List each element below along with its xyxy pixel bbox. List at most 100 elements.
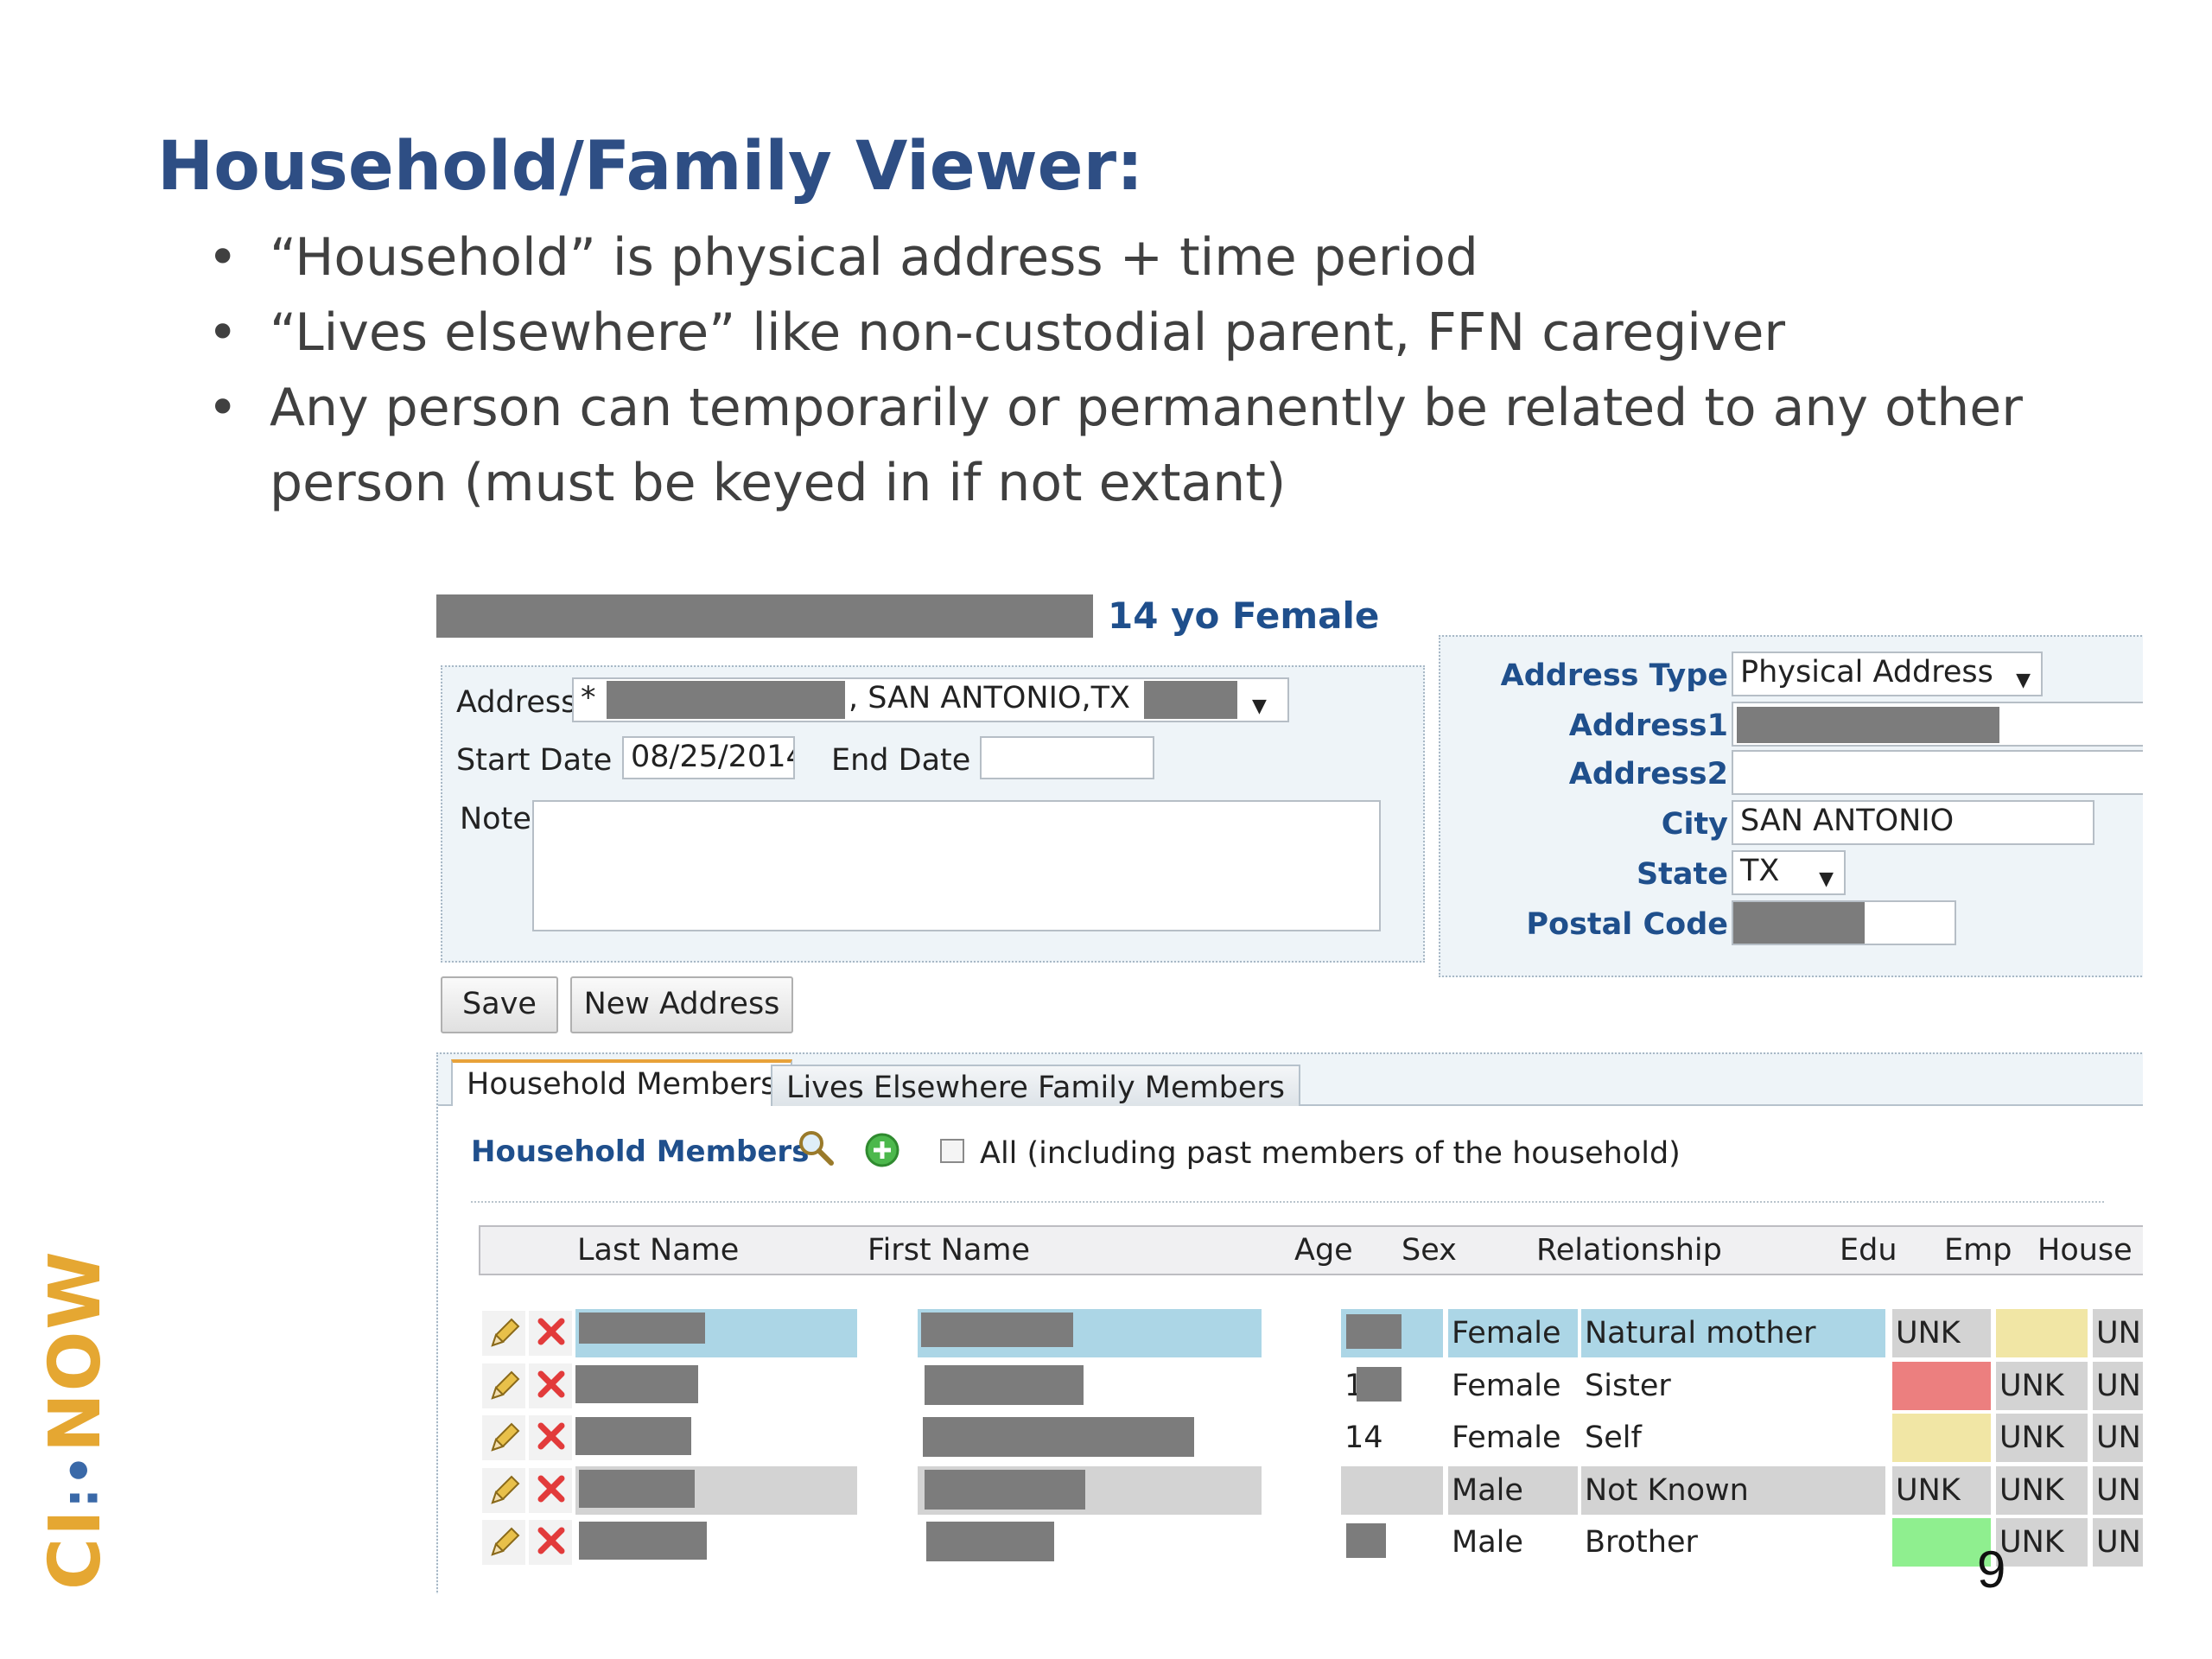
- emp-cell: UNK: [1996, 1518, 2088, 1567]
- address2-label: Address2: [1469, 757, 1728, 791]
- address-select[interactable]: * , SAN ANTONIO,TX ▼: [572, 677, 1289, 722]
- members-section-title: Household Members: [471, 1135, 809, 1169]
- address-type-label: Address Type: [1469, 658, 1728, 693]
- address2-field[interactable]: [1732, 750, 2143, 795]
- edit-pencil-icon[interactable]: [487, 1316, 522, 1351]
- relationship-cell: Sister: [1581, 1362, 1885, 1410]
- sex-cell: Female: [1448, 1362, 1578, 1410]
- city-field[interactable]: SAN ANTONIO: [1732, 800, 2094, 845]
- address1-field[interactable]: [1732, 702, 2143, 747]
- house-cell: UNK: [2093, 1518, 2143, 1567]
- redacted-zip: [1144, 681, 1237, 719]
- delete-x-icon[interactable]: [536, 1525, 567, 1556]
- delete-x-icon[interactable]: [536, 1316, 567, 1347]
- house-cell: UNK: [2093, 1466, 2143, 1515]
- redacted-first-name: [925, 1365, 1084, 1405]
- sex-cell: Male: [1448, 1518, 1578, 1567]
- postal-code-field[interactable]: [1732, 900, 1956, 945]
- house-cell: UNK: [2093, 1414, 2143, 1462]
- edit-pencil-icon[interactable]: [487, 1473, 522, 1508]
- section-divider: [471, 1201, 2104, 1203]
- bullet-list: “Household” is physical address + time p…: [207, 220, 2108, 521]
- cinow-logo: CI:•NOW: [35, 1249, 117, 1590]
- new-address-button[interactable]: New Address: [570, 976, 793, 1033]
- redacted-street: [607, 681, 845, 719]
- column-header-relationship[interactable]: Relationship: [1536, 1227, 1722, 1274]
- end-date-label: End Date: [831, 743, 970, 778]
- state-label: State: [1469, 857, 1728, 892]
- start-date-field[interactable]: 08/25/2014: [622, 736, 795, 779]
- delete-x-icon[interactable]: [536, 1473, 567, 1504]
- dropdown-arrow-icon: ▼: [1819, 861, 1834, 895]
- grid-header: Last Name First Name Age Sex Relationshi…: [479, 1225, 2143, 1275]
- tab-lives-elsewhere[interactable]: Lives Elsewhere Family Members: [771, 1065, 1300, 1106]
- note-textarea[interactable]: [532, 800, 1381, 931]
- sex-cell: Male: [1448, 1466, 1578, 1515]
- redacted-person-name: [436, 594, 1093, 638]
- logo-text-left: CI: [35, 1508, 117, 1590]
- logo-text-right: NOW: [35, 1249, 117, 1452]
- start-date-label: Start Date: [456, 743, 612, 778]
- edu-cell: [1892, 1518, 1991, 1567]
- edu-cell: UNK: [1892, 1309, 1991, 1357]
- redacted-first-name: [926, 1522, 1054, 1561]
- person-summary: 14 yo Female: [1108, 594, 1379, 637]
- redacted-last-name: [579, 1522, 707, 1560]
- edit-pencil-icon[interactable]: [487, 1525, 522, 1560]
- end-date-field[interactable]: [980, 736, 1154, 779]
- address-value: , SAN ANTONIO,TX: [849, 679, 1130, 717]
- column-header-age[interactable]: Age: [1294, 1227, 1353, 1274]
- column-header-emp[interactable]: Emp: [1944, 1227, 2012, 1274]
- emp-cell: [1996, 1309, 2088, 1357]
- edu-cell: UNK: [1892, 1466, 1991, 1515]
- redacted-address1: [1737, 707, 1999, 743]
- logo-dots-icon: :•: [51, 1452, 110, 1508]
- relationship-cell: Natural mother: [1581, 1309, 1885, 1357]
- application-screenshot: 14 yo Female Address * , SAN ANTONIO,TX …: [432, 579, 2143, 1594]
- house-cell: UNK: [2093, 1362, 2143, 1410]
- address1-label: Address1: [1469, 709, 1728, 743]
- redacted-first-name: [925, 1470, 1085, 1510]
- add-icon[interactable]: [864, 1132, 900, 1168]
- edit-pencil-icon[interactable]: [487, 1369, 522, 1403]
- delete-x-icon[interactable]: [536, 1421, 567, 1452]
- delete-x-icon[interactable]: [536, 1369, 567, 1400]
- relationship-cell: Self: [1581, 1414, 1885, 1462]
- bullet-item: “Household” is physical address + time p…: [207, 220, 2108, 296]
- column-header-sex[interactable]: Sex: [1402, 1227, 1457, 1274]
- emp-cell: UNK: [1996, 1414, 2088, 1462]
- address-type-select[interactable]: Physical Address ▼: [1732, 652, 2043, 696]
- all-members-checkbox[interactable]: [940, 1139, 964, 1163]
- dropdown-arrow-icon: ▼: [1252, 688, 1267, 722]
- redacted-age: [1357, 1367, 1402, 1402]
- redacted-last-name: [575, 1417, 691, 1455]
- emp-cell: UNK: [1996, 1362, 2088, 1410]
- column-header-house[interactable]: House: [2037, 1227, 2133, 1274]
- redacted-last-name: [579, 1313, 705, 1344]
- note-label: Note: [460, 802, 531, 836]
- house-cell: UNK: [2093, 1309, 2143, 1357]
- edu-cell: [1892, 1362, 1991, 1410]
- redacted-first-name: [921, 1313, 1073, 1347]
- age-cell: [1341, 1466, 1443, 1515]
- save-button[interactable]: Save: [441, 976, 558, 1033]
- column-header-edu[interactable]: Edu: [1840, 1227, 1897, 1274]
- state-value: TX: [1740, 854, 1779, 888]
- slide-title: Household/Family Viewer:: [157, 128, 1143, 206]
- search-icon[interactable]: [797, 1128, 836, 1168]
- sex-cell: Female: [1448, 1414, 1578, 1462]
- state-select[interactable]: TX ▼: [1732, 850, 1846, 895]
- postal-code-label: Postal Code: [1469, 907, 1728, 942]
- column-header-last-name[interactable]: Last Name: [577, 1227, 739, 1274]
- address-required-marker: *: [581, 679, 596, 717]
- tab-household-members[interactable]: Household Members: [451, 1059, 792, 1106]
- redacted-last-name: [579, 1470, 695, 1508]
- edit-pencil-icon[interactable]: [487, 1421, 522, 1455]
- dropdown-arrow-icon: ▼: [2016, 662, 2031, 696]
- table-row[interactable]: 1FemaleSisterUNKUNK: [482, 1362, 2143, 1412]
- column-header-first-name[interactable]: First Name: [868, 1227, 1030, 1274]
